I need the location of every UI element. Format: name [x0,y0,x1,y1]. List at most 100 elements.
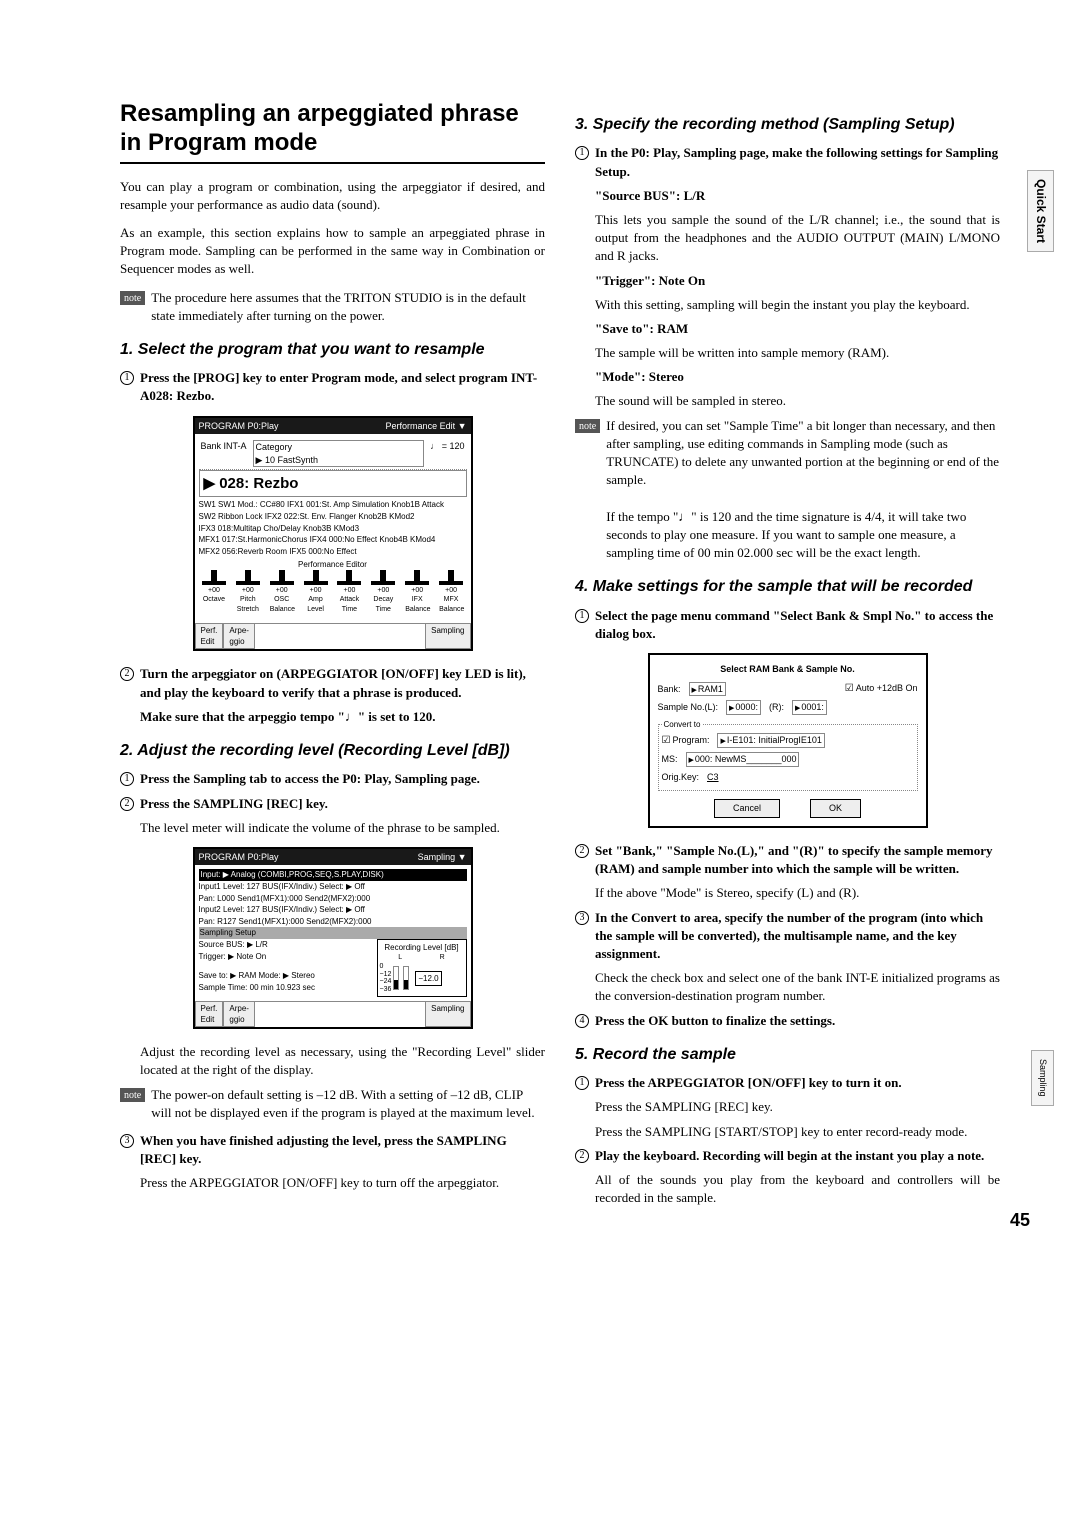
ss-bank: Bank INT-A [201,440,247,467]
step-num: 3 [575,911,589,925]
step-body: Set "Bank," "Sample No.(L)," and "(R)" t… [595,842,1000,878]
prog-label: Program: [662,734,710,748]
slider-label: IFX Balance [405,595,429,615]
src-h: "Source BUS": L/R [595,187,1000,205]
screenshot-program-sampling: PROGRAM P0:Play Sampling ▼ Input: ▶ Analo… [193,847,473,1029]
sample-l-label: Sample No.(L): [658,701,719,714]
step-2-2b: The level meter will indicate the volume… [140,819,545,837]
ss-input-row: Input: ▶ Analog (COMBI,PROG,SEQ,S.PLAY,D… [199,869,467,881]
step-adjust: Adjust the recording level as necessary,… [140,1043,545,1079]
step-num: 2 [120,797,134,811]
step-body: Play the keyboard. Recording will begin … [595,1147,1000,1165]
cancel-button[interactable]: Cancel [714,799,780,818]
step-2-3: 3 When you have finished adjusting the l… [120,1132,545,1168]
slider-val: +00 [337,586,361,596]
intro-para-1: You can play a program or combination, u… [120,178,545,214]
perf-editor-title: Performance Editor [199,559,467,570]
step-5-2: 2 Play the keyboard. Recording will begi… [575,1147,1000,1165]
step-body: Press the OK button to finalize the sett… [595,1012,1000,1030]
step-num: 1 [575,609,589,623]
heading-2: 2. Adjust the recording level (Recording… [120,740,545,762]
slider-val: +00 [439,586,463,596]
ss-tab: Perf. Edit [195,624,224,649]
slider-val: +00 [270,586,294,596]
prog-val: I-E101: InitialProgIE101 [717,733,824,748]
right-column: 3. Specify the recording method (Samplin… [575,100,1000,1213]
slider-label: Pitch Stretch [236,595,260,615]
ms-val: 000: NewMS_______000 [686,752,800,767]
sav-h: "Save to": RAM [595,320,1000,338]
ss-line: MFX2 056:Reverb Room IFX5 000:No Effect [199,546,467,558]
auto-check: Auto +12dB On [845,682,918,696]
step-num: 2 [575,844,589,858]
mod-h: "Mode": Stereo [595,368,1000,386]
ss-tempo: ♩ = 120 [430,440,464,467]
ss-line: IFX3 018:Multitap Cho/Delay Knob3B KMod3 [199,523,467,535]
src-b: This lets you sample the sound of the L/… [595,211,1000,266]
step-1-2: 2 Turn the arpeggiator on (ARPEGGIATOR [… [120,665,545,701]
note-2: note The power-on default setting is –12… [120,1086,545,1122]
ss-title-l: PROGRAM P0:Play [199,420,279,433]
step-body: Press the SAMPLING [REC] key. [140,795,545,813]
step-num: 2 [575,1149,589,1163]
ss-tab: Sampling [425,624,470,649]
ss-tab: Arpe- ggio [223,624,255,649]
step-num: 1 [120,772,134,786]
step-num: 2 [120,667,134,681]
ss-title-r: Sampling ▼ [418,851,467,864]
slider-val: +00 [236,586,260,596]
key-label: Orig.Key: [662,771,700,784]
step-num: 3 [120,1134,134,1148]
step-body: In the P0: Play, Sampling page, make the… [595,144,1000,180]
heading-1: 1. Select the program that you want to r… [120,339,545,361]
step-body: Press the [PROG] key to enter Program mo… [140,369,545,405]
step-body: Turn the arpeggiator on (ARPEGGIATOR [ON… [140,665,545,701]
ss-line: Input2 Level: 127 BUS(IFX/Indiv.) Select… [199,904,467,916]
step-4-1: 1 Select the page menu command "Select B… [575,607,1000,643]
note-3: note If desired, you can set "Sample Tim… [575,417,1000,563]
trg-h: "Trigger": Note On [595,272,1000,290]
step-num: 1 [575,146,589,160]
ss-line: Pan: R127 Send1(MFX1):000 Send2(MFX2):00… [199,916,467,928]
ss-line: SW2 Ribbon Lock IFX2 022:St. Env. Flange… [199,511,467,523]
slider-label: Octave [202,595,226,605]
step-num: 4 [575,1014,589,1028]
ss-title-l: PROGRAM P0:Play [199,851,279,864]
rec-meter: Recording Level [dB] LR 0−12−24−36 −12.0 [377,939,467,997]
ss-title-r: Performance Edit ▼ [386,420,467,433]
sliders: +00Octave +00Pitch Stretch +00OSC Balanc… [199,575,467,615]
slider-label: MFX Balance [439,595,463,615]
trg-b: With this setting, sampling will begin t… [595,296,1000,314]
slider-val: +00 [371,586,395,596]
heading-3: 3. Specify the recording method (Samplin… [575,114,1000,136]
step-4-3b: Check the check box and select one of th… [595,969,1000,1005]
ss-progname: ▶ 028: Rezbo [204,473,299,494]
note-badge: note [120,291,145,305]
note-body: The power-on default setting is –12 dB. … [151,1086,545,1122]
dialog-select-bank: Select RAM Bank & Sample No. Bank: RAM1 … [648,653,928,828]
ss-trg: Trigger: ▶ Note On [199,951,373,963]
sample-r-val: 0001: [792,700,827,715]
left-column: Resampling an arpeggiated phrase in Prog… [120,100,545,1213]
step-2-3b: Press the ARPEGGIATOR [ON/OFF] key to tu… [140,1174,545,1192]
step-5-1: 1 Press the ARPEGGIATOR [ON/OFF] key to … [575,1074,1000,1092]
bank-value: RAM1 [689,682,726,697]
ss-save: Save to: ▶ RAM Mode: ▶ Stereo [199,970,373,982]
ok-button[interactable]: OK [810,799,861,818]
slider-label: OSC Balance [270,595,294,615]
sav-b: The sample will be written into sample m… [595,344,1000,362]
step-5-1c: Press the SAMPLING [START/STOP] key to e… [595,1123,1000,1141]
ss-setup: Sampling Setup [199,927,467,939]
step-1-2b: Make sure that the arpeggio tempo "♩" is… [140,708,545,726]
ss-cat: Category ▶ 10 FastSynth [253,440,425,467]
main-heading: Resampling an arpeggiated phrase in Prog… [120,100,545,164]
step-5-1b: Press the SAMPLING [REC] key. [595,1098,1000,1116]
note-badge: note [575,419,600,433]
step-4-2b: If the above "Mode" is Stereo, specify (… [595,884,1000,902]
slider-val: +00 [202,586,226,596]
ss-tab: Perf. Edit [195,1002,224,1027]
ss-tab: Arpe- ggio [223,1002,255,1027]
slider-val: +00 [405,586,429,596]
step-4-2: 2 Set "Bank," "Sample No.(L)," and "(R)"… [575,842,1000,878]
ms-label: MS: [662,753,678,766]
